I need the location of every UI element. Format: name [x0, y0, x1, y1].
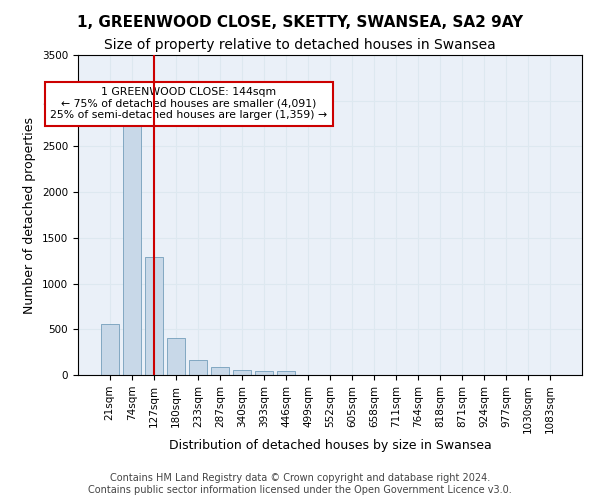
Text: 1, GREENWOOD CLOSE, SKETTY, SWANSEA, SA2 9AY: 1, GREENWOOD CLOSE, SKETTY, SWANSEA, SA2… [77, 15, 523, 30]
Bar [277, 371, 295, 375]
Text: Size of property relative to detached houses in Swansea: Size of property relative to detached ho… [104, 38, 496, 52]
Bar [189, 360, 206, 375]
Bar [233, 370, 251, 375]
X-axis label: Distribution of detached houses by size in Swansea: Distribution of detached houses by size … [169, 439, 491, 452]
Bar [123, 106, 140, 375]
Bar [211, 367, 229, 375]
Bar [167, 338, 185, 375]
Bar [145, 257, 163, 375]
Y-axis label: Number of detached properties: Number of detached properties [23, 116, 37, 314]
Text: 1 GREENWOOD CLOSE: 144sqm
← 75% of detached houses are smaller (4,091)
25% of se: 1 GREENWOOD CLOSE: 144sqm ← 75% of detac… [50, 87, 328, 120]
Bar [101, 324, 119, 375]
Text: Contains HM Land Registry data © Crown copyright and database right 2024.
Contai: Contains HM Land Registry data © Crown c… [88, 474, 512, 495]
Bar [255, 371, 273, 375]
